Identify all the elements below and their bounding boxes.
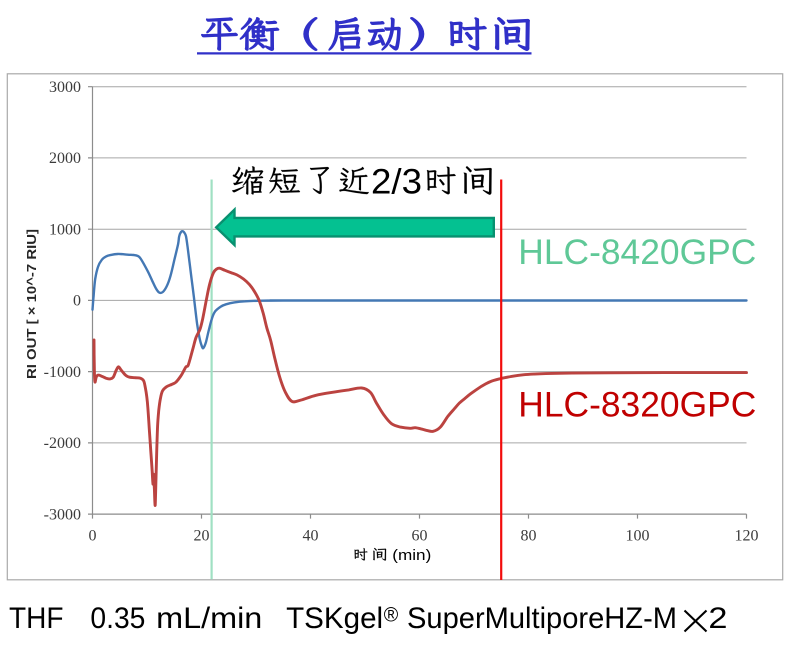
svg-text:0.35: 0.35: [90, 602, 145, 635]
svg-text:RI OUT [ × 10^-7 RIU]: RI OUT [ × 10^-7 RIU]: [25, 229, 39, 379]
svg-text:1000: 1000: [49, 221, 81, 238]
svg-text:®: ®: [384, 604, 399, 627]
svg-text:TSKgel: TSKgel: [286, 602, 383, 635]
svg-text:2000: 2000: [49, 150, 81, 167]
svg-text:60: 60: [412, 528, 428, 545]
svg-text:HLC-8420GPC: HLC-8420GPC: [518, 233, 756, 272]
svg-text:HLC-8320GPC: HLC-8320GPC: [518, 385, 756, 424]
svg-text:100: 100: [626, 528, 650, 545]
svg-text:-3000: -3000: [44, 506, 81, 523]
svg-text:2/3: 2/3: [371, 162, 422, 202]
svg-text:THF: THF: [9, 602, 64, 635]
svg-text:0: 0: [73, 293, 81, 310]
svg-text:3000: 3000: [49, 79, 81, 96]
svg-text:SuperMultiporeHZ-M: SuperMultiporeHZ-M: [407, 602, 677, 635]
svg-text:20: 20: [194, 528, 210, 545]
svg-text:2: 2: [708, 602, 727, 635]
svg-text:-1000: -1000: [44, 364, 81, 381]
svg-text:(min): (min): [392, 547, 431, 564]
svg-text:120: 120: [735, 528, 759, 545]
svg-text:40: 40: [303, 528, 319, 545]
svg-text:mL/min: mL/min: [156, 602, 262, 635]
svg-text:-2000: -2000: [44, 435, 81, 452]
svg-text:80: 80: [521, 528, 537, 545]
svg-text:0: 0: [89, 528, 97, 545]
